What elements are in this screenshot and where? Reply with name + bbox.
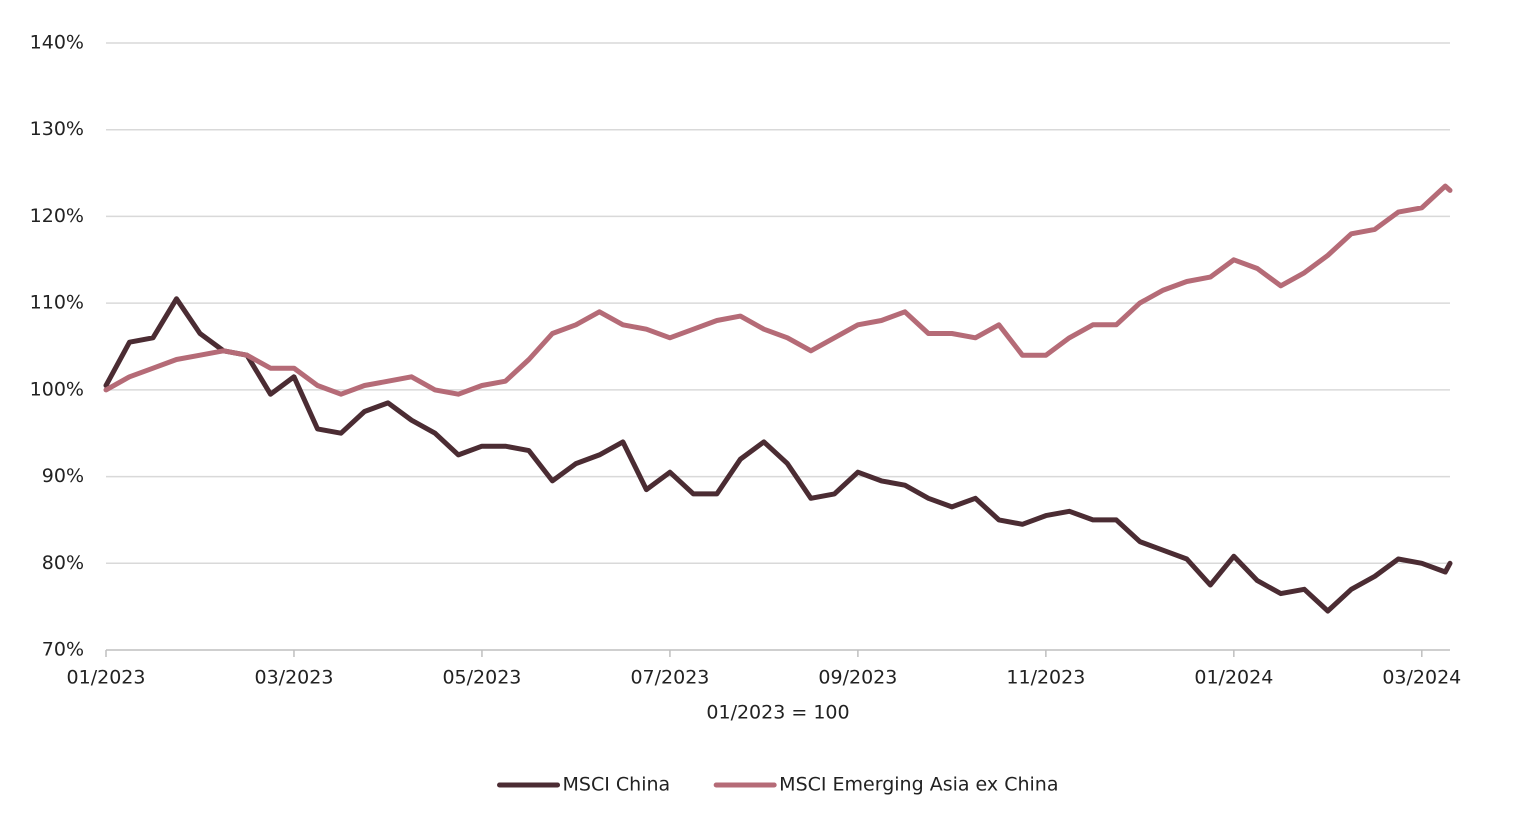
y-tick-label: 130% [30,118,84,140]
x-tick-label: 11/2023 [1006,667,1085,689]
legend-label: MSCI Emerging Asia ex China [779,774,1058,796]
y-tick-label: 140% [30,32,84,54]
y-tick-label: 80% [42,552,84,574]
x-tick-label: 01/2024 [1194,667,1273,689]
x-tick-label: 03/2023 [255,667,334,689]
x-axis-label: 01/2023 = 100 [706,702,849,724]
y-tick-label: 110% [30,292,84,314]
x-tick-label: 03/2024 [1382,667,1461,689]
x-tick-label: 01/2023 [67,667,146,689]
x-tick-label: 07/2023 [630,667,709,689]
series-line [103,183,1453,397]
y-tick-label: 100% [30,378,84,400]
x-tick-label: 05/2023 [442,667,521,689]
x-tick-label: 09/2023 [818,667,897,689]
y-tick-label: 70% [42,639,84,661]
y-tick-label: 90% [42,465,84,487]
series-line [103,296,1453,614]
legend-label: MSCI China [563,774,671,796]
y-tick-label: 120% [30,205,84,227]
